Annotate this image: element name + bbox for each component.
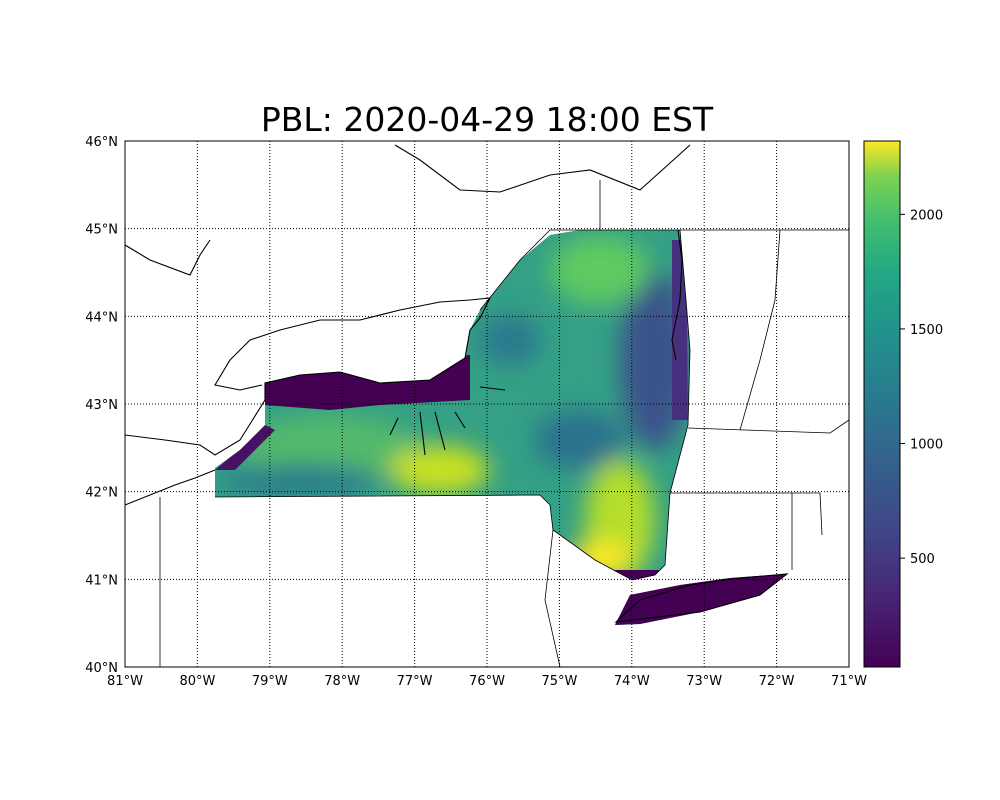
boundaries xyxy=(159,180,850,668)
x-tick-label: 71°W xyxy=(831,674,867,689)
lake-shoreline xyxy=(124,297,491,456)
colorbar-tick-label: 1000 xyxy=(910,438,943,453)
y-tick-label: 40°N xyxy=(85,661,118,676)
colorbar xyxy=(863,140,901,668)
y-tick-label: 43°N xyxy=(85,398,118,413)
x-axis: 81°W 80°W 79°W 78°W 77°W 76°W 75°W 74°W 73°W 72°W… xyxy=(107,674,867,689)
x-tick-label: 76°W xyxy=(469,674,505,689)
georgian-bay-shore xyxy=(124,239,211,276)
colorbar-ticks: 500 1000 1500 2000 xyxy=(900,208,943,567)
x-tick-label: 73°W xyxy=(686,674,722,689)
st-lawrence-river xyxy=(394,144,691,193)
finger-lakes xyxy=(389,386,506,456)
colorbar-tick-label: 1500 xyxy=(910,323,943,338)
y-tick-label: 45°N xyxy=(85,223,118,238)
colorbar-tick-label: 2000 xyxy=(910,208,943,223)
y-tick-label: 46°N xyxy=(85,135,118,150)
field-patch xyxy=(535,410,625,470)
x-tick-label: 72°W xyxy=(759,674,795,689)
lake-erie-shore xyxy=(124,469,216,506)
y-tick-label: 44°N xyxy=(85,310,118,325)
long-island xyxy=(614,573,789,623)
lake-champlain xyxy=(671,229,683,361)
field-patch xyxy=(390,445,490,495)
y-tick-label: 41°N xyxy=(85,573,118,588)
state-borders xyxy=(159,497,561,668)
state-borders xyxy=(670,229,850,570)
shoreline-low-pbl xyxy=(260,355,470,410)
pbl-field xyxy=(215,230,787,625)
x-tick-label: 78°W xyxy=(324,674,360,689)
y-axis: 40°N 41°N 42°N 43°N 44°N 45°N 46°N xyxy=(85,135,118,676)
colorbar-tick-label: 500 xyxy=(910,552,935,567)
map-frame xyxy=(124,140,850,668)
erie-shoreline-low-pbl xyxy=(215,425,275,470)
coastlines xyxy=(124,144,789,623)
y-tick-label: 42°N xyxy=(85,486,118,501)
x-tick-label: 81°W xyxy=(107,674,143,689)
field-patch xyxy=(220,465,380,495)
x-tick-label: 79°W xyxy=(252,674,288,689)
x-tick-label: 74°W xyxy=(614,674,650,689)
x-tick-label: 75°W xyxy=(541,674,577,689)
field-patch xyxy=(480,315,540,365)
champlain-low-pbl xyxy=(672,240,688,420)
x-tick-label: 77°W xyxy=(397,674,433,689)
chart-title: PBL: 2020-04-29 18:00 EST xyxy=(260,100,714,139)
field-patch xyxy=(550,235,650,305)
state-borders xyxy=(599,180,781,431)
ny-border xyxy=(214,229,691,581)
x-tick-label: 80°W xyxy=(179,674,215,689)
